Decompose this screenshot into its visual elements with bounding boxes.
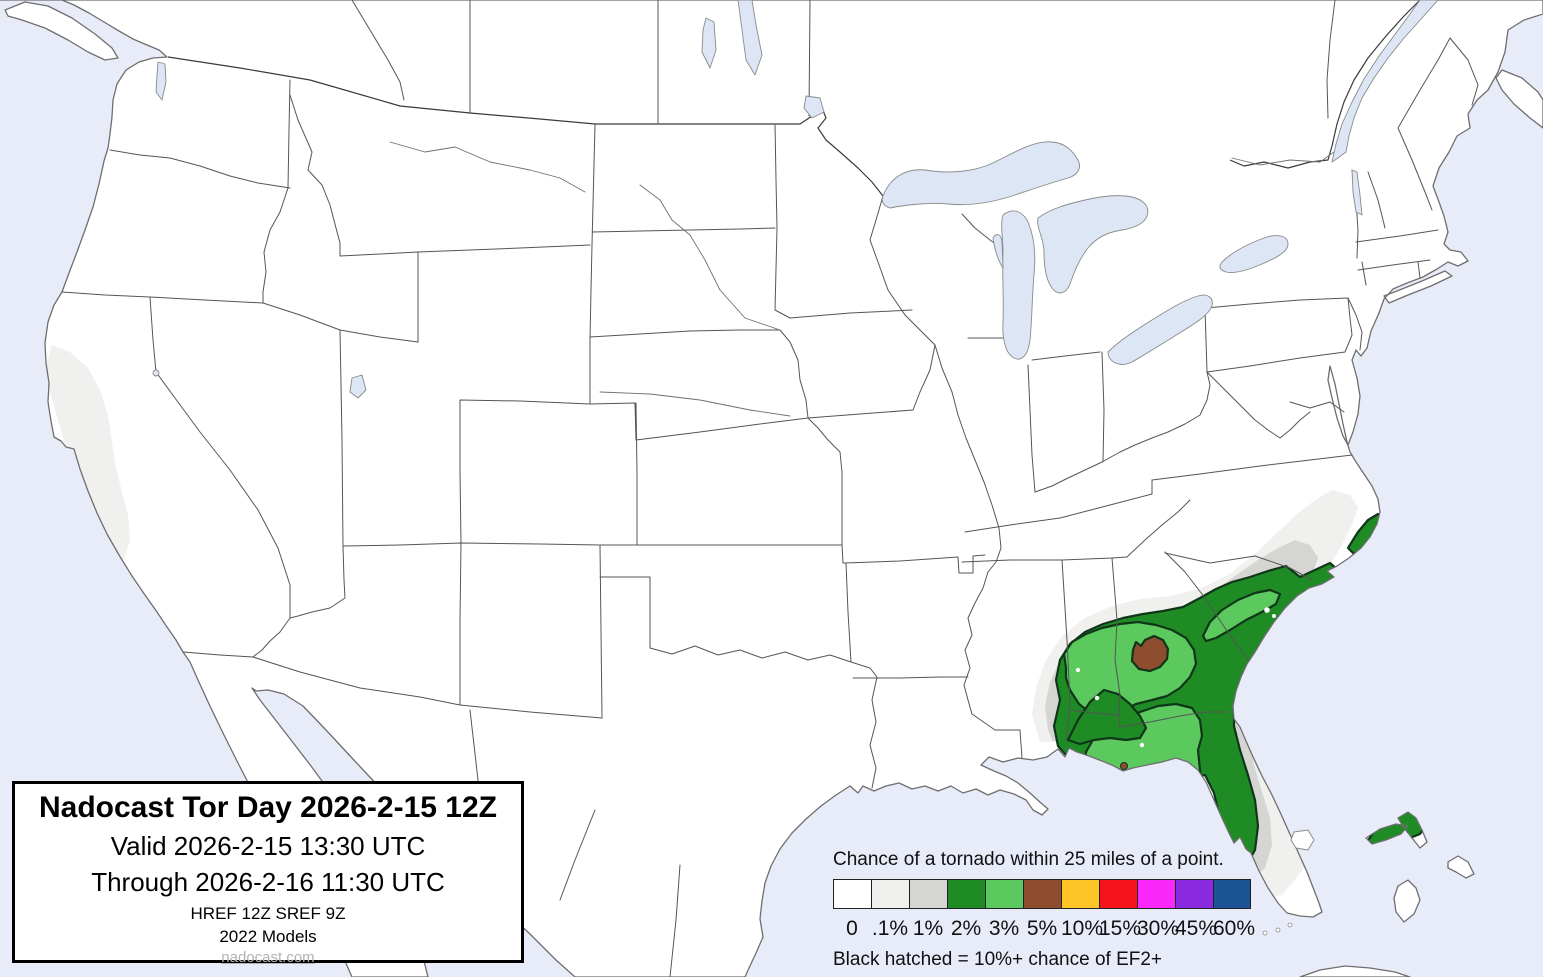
valid-time: Valid 2026-2-15 13:30 UTC <box>110 831 426 861</box>
legend-swatch-45 <box>1175 879 1213 909</box>
legend-swatch-1 <box>871 879 909 909</box>
legend-label-15: 15% <box>1099 917 1142 940</box>
st-lawrence-river <box>1331 0 1439 163</box>
title-box: Nadocast Tor Day 2026-2-15 12Z Valid 202… <box>12 781 524 966</box>
contour-0p1pct-california <box>46 345 130 565</box>
legend-label-10: 10% <box>1061 917 1104 940</box>
lake-winnipeg <box>737 0 763 76</box>
legend-label-1: .1% <box>871 917 909 940</box>
nadocast-link[interactable]: nadocast.com <box>221 949 315 966</box>
models-line: HREF 12Z SREF 9Z <box>190 904 346 923</box>
legend-hatched-note: Black hatched = 10%+ chance of EF2+ <box>833 949 1163 970</box>
legend-label-2: 2% <box>950 917 982 940</box>
legend-swatch-1 <box>909 879 947 909</box>
legend-label-45: 45% <box>1175 917 1218 940</box>
contour-5pct-georgia <box>1130 634 1170 673</box>
lake-superior <box>881 141 1080 209</box>
green-bay <box>992 234 1004 269</box>
legend-swatch-30 <box>1137 879 1175 909</box>
forecast-title: Nadocast Tor Day 2026-2-15 12Z <box>39 791 497 824</box>
lake-tahoe <box>152 369 160 377</box>
legend-swatch-3 <box>985 879 1023 909</box>
small-features <box>1262 829 1315 936</box>
lake-champlain <box>1351 169 1363 216</box>
lake-manitoba <box>701 17 717 69</box>
legend-label-30: 30% <box>1137 917 1180 940</box>
legend-swatch-60 <box>1213 879 1251 909</box>
contour-5pct-coastal-spot <box>1120 762 1128 770</box>
state-borders <box>61 0 1479 977</box>
florida-keys <box>1262 922 1293 936</box>
legend-label-1: 1% <box>912 917 944 940</box>
contour-3pct-carolinas <box>1201 588 1282 643</box>
legend-label-60: 60% <box>1213 917 1256 940</box>
legend-label-3: 3% <box>988 917 1020 940</box>
legend-heading: Chance of a tornado within 25 miles of a… <box>833 849 1224 870</box>
lake-huron <box>1037 195 1149 294</box>
contour-holes <box>1075 607 1276 748</box>
lake-ontario <box>1219 235 1289 273</box>
models-year: 2022 Models <box>219 927 317 946</box>
legend-label-5: 5% <box>1026 917 1058 940</box>
lake-okeechobee <box>1290 829 1315 851</box>
legend-swatch-5 <box>1023 879 1061 909</box>
legend-swatch-0 <box>833 879 871 909</box>
legend-swatch-2 <box>947 879 985 909</box>
puget-sound <box>155 61 167 101</box>
lake-erie <box>1107 294 1213 365</box>
legend-swatch-15 <box>1099 879 1137 909</box>
probability-legend: Chance of a tornado within 25 miles of a… <box>833 849 1256 971</box>
great-salt-lake <box>349 374 367 399</box>
legend-swatch-row <box>833 879 1251 909</box>
lakes <box>152 0 1439 399</box>
rivers <box>389 141 1335 417</box>
lake-of-the-woods <box>803 95 825 119</box>
legend-label-row: 0 .1% 1% 2% 3% 5% 10% 15% 30% 45% 60% <box>833 917 1256 941</box>
legend-label-0: 0 <box>846 917 858 940</box>
lake-michigan <box>1001 210 1036 360</box>
legend-swatch-10 <box>1061 879 1099 909</box>
contour-2pct-wedge <box>1066 688 1148 746</box>
through-time: Through 2026-2-16 11:30 UTC <box>91 867 445 897</box>
